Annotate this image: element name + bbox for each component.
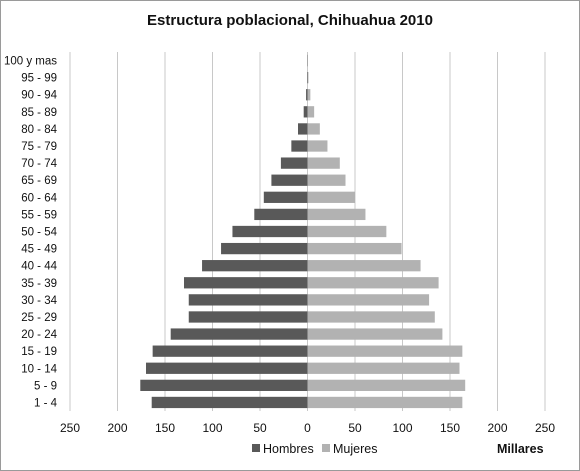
bar-hombres bbox=[151, 396, 308, 409]
bar-mujeres bbox=[307, 396, 463, 409]
category-label: 75 - 79 bbox=[21, 141, 57, 153]
bar-hombres bbox=[307, 72, 308, 84]
x-tick-label: 50 bbox=[348, 421, 362, 435]
bar-hombres bbox=[303, 106, 308, 118]
legend-swatch-mujeres bbox=[322, 444, 330, 452]
bar-mujeres bbox=[307, 379, 466, 391]
category-label: 35 - 39 bbox=[21, 278, 57, 290]
bar-mujeres bbox=[307, 54, 308, 67]
category-label: 65 - 69 bbox=[21, 175, 57, 187]
bar-hombres bbox=[146, 362, 308, 374]
category-label: 70 - 74 bbox=[21, 158, 57, 170]
x-tick-label: 0 bbox=[304, 421, 311, 435]
category-label: 80 - 84 bbox=[21, 124, 57, 136]
x-tick-label: 100 bbox=[202, 421, 222, 435]
category-label: 95 - 99 bbox=[21, 73, 57, 85]
legend-label-mujeres: Mujeres bbox=[333, 442, 377, 456]
bar-hombres bbox=[152, 345, 308, 357]
category-label: 55 - 59 bbox=[21, 209, 57, 221]
x-tick-label: 150 bbox=[440, 421, 460, 435]
bar-hombres bbox=[140, 379, 308, 391]
bar-mujeres bbox=[307, 311, 435, 323]
category-label: 40 - 44 bbox=[21, 261, 57, 273]
category-label: 1 - 4 bbox=[34, 397, 58, 409]
bar-mujeres bbox=[307, 191, 355, 203]
category-label: 25 - 29 bbox=[21, 312, 57, 324]
bar-mujeres bbox=[307, 362, 460, 374]
bar-mujeres bbox=[307, 208, 366, 221]
bar-hombres bbox=[202, 260, 308, 272]
x-tick-label: 200 bbox=[107, 421, 127, 435]
bar-hombres bbox=[271, 174, 308, 186]
legend-label-hombres: Hombres bbox=[263, 442, 314, 456]
bar-mujeres bbox=[307, 72, 309, 84]
bar-mujeres bbox=[307, 328, 443, 340]
x-tick-label: 250 bbox=[535, 421, 555, 435]
category-label: 15 - 19 bbox=[21, 346, 57, 358]
bar-mujeres bbox=[307, 89, 311, 101]
category-label: 50 - 54 bbox=[21, 227, 57, 239]
category-label: 5 - 9 bbox=[34, 380, 57, 392]
bar-mujeres bbox=[307, 277, 439, 289]
bar-mujeres bbox=[307, 123, 320, 135]
bar-mujeres bbox=[307, 106, 315, 118]
bar-hombres bbox=[298, 123, 308, 135]
category-label: 45 - 49 bbox=[21, 244, 57, 256]
bar-mujeres bbox=[307, 242, 402, 255]
bar-hombres bbox=[184, 277, 308, 289]
bar-hombres bbox=[221, 242, 308, 255]
legend: Hombres Mujeres bbox=[252, 442, 377, 456]
bar-mujeres bbox=[307, 225, 387, 238]
x-tick-label: 50 bbox=[253, 421, 267, 435]
category-label: 90 - 94 bbox=[21, 90, 57, 102]
category-label: 30 - 34 bbox=[21, 295, 57, 307]
bar-hombres bbox=[188, 311, 308, 323]
x-tick-label: 150 bbox=[155, 421, 175, 435]
bar-hombres bbox=[188, 294, 308, 306]
bar-mujeres bbox=[307, 157, 340, 169]
bars bbox=[140, 54, 466, 409]
bar-hombres bbox=[170, 328, 308, 340]
x-tick-label: 200 bbox=[487, 421, 507, 435]
category-label: 10 - 14 bbox=[21, 363, 57, 375]
chart-title: Estructura poblacional, Chihuahua 2010 bbox=[147, 12, 433, 29]
x-tick-labels: 250 200 150 100 50 0 50 100 150 200 250 bbox=[60, 421, 555, 435]
bar-mujeres bbox=[307, 345, 463, 357]
unit-label: Millares bbox=[497, 442, 544, 456]
bar-hombres bbox=[291, 140, 308, 152]
bar-hombres bbox=[280, 157, 308, 169]
category-labels: 1 - 4 5 - 9 10 - 14 15 - 19 20 - 24 25 - 29 30… bbox=[4, 56, 58, 410]
bar-hombres bbox=[254, 208, 308, 221]
category-label: 20 - 24 bbox=[21, 329, 57, 341]
bar-mujeres bbox=[307, 140, 328, 152]
x-tick-label: 100 bbox=[392, 421, 412, 435]
bar-hombres bbox=[263, 191, 308, 203]
category-label: 100 y mas bbox=[4, 56, 57, 68]
bar-hombres bbox=[306, 89, 308, 101]
category-label: 85 - 89 bbox=[21, 107, 57, 119]
legend-swatch-hombres bbox=[252, 444, 260, 452]
bar-mujeres bbox=[307, 260, 421, 272]
bar-mujeres bbox=[307, 174, 346, 186]
bar-hombres bbox=[232, 225, 308, 238]
category-label: 60 - 64 bbox=[21, 192, 57, 204]
x-tick-label: 250 bbox=[60, 421, 80, 435]
bar-mujeres bbox=[307, 294, 430, 306]
